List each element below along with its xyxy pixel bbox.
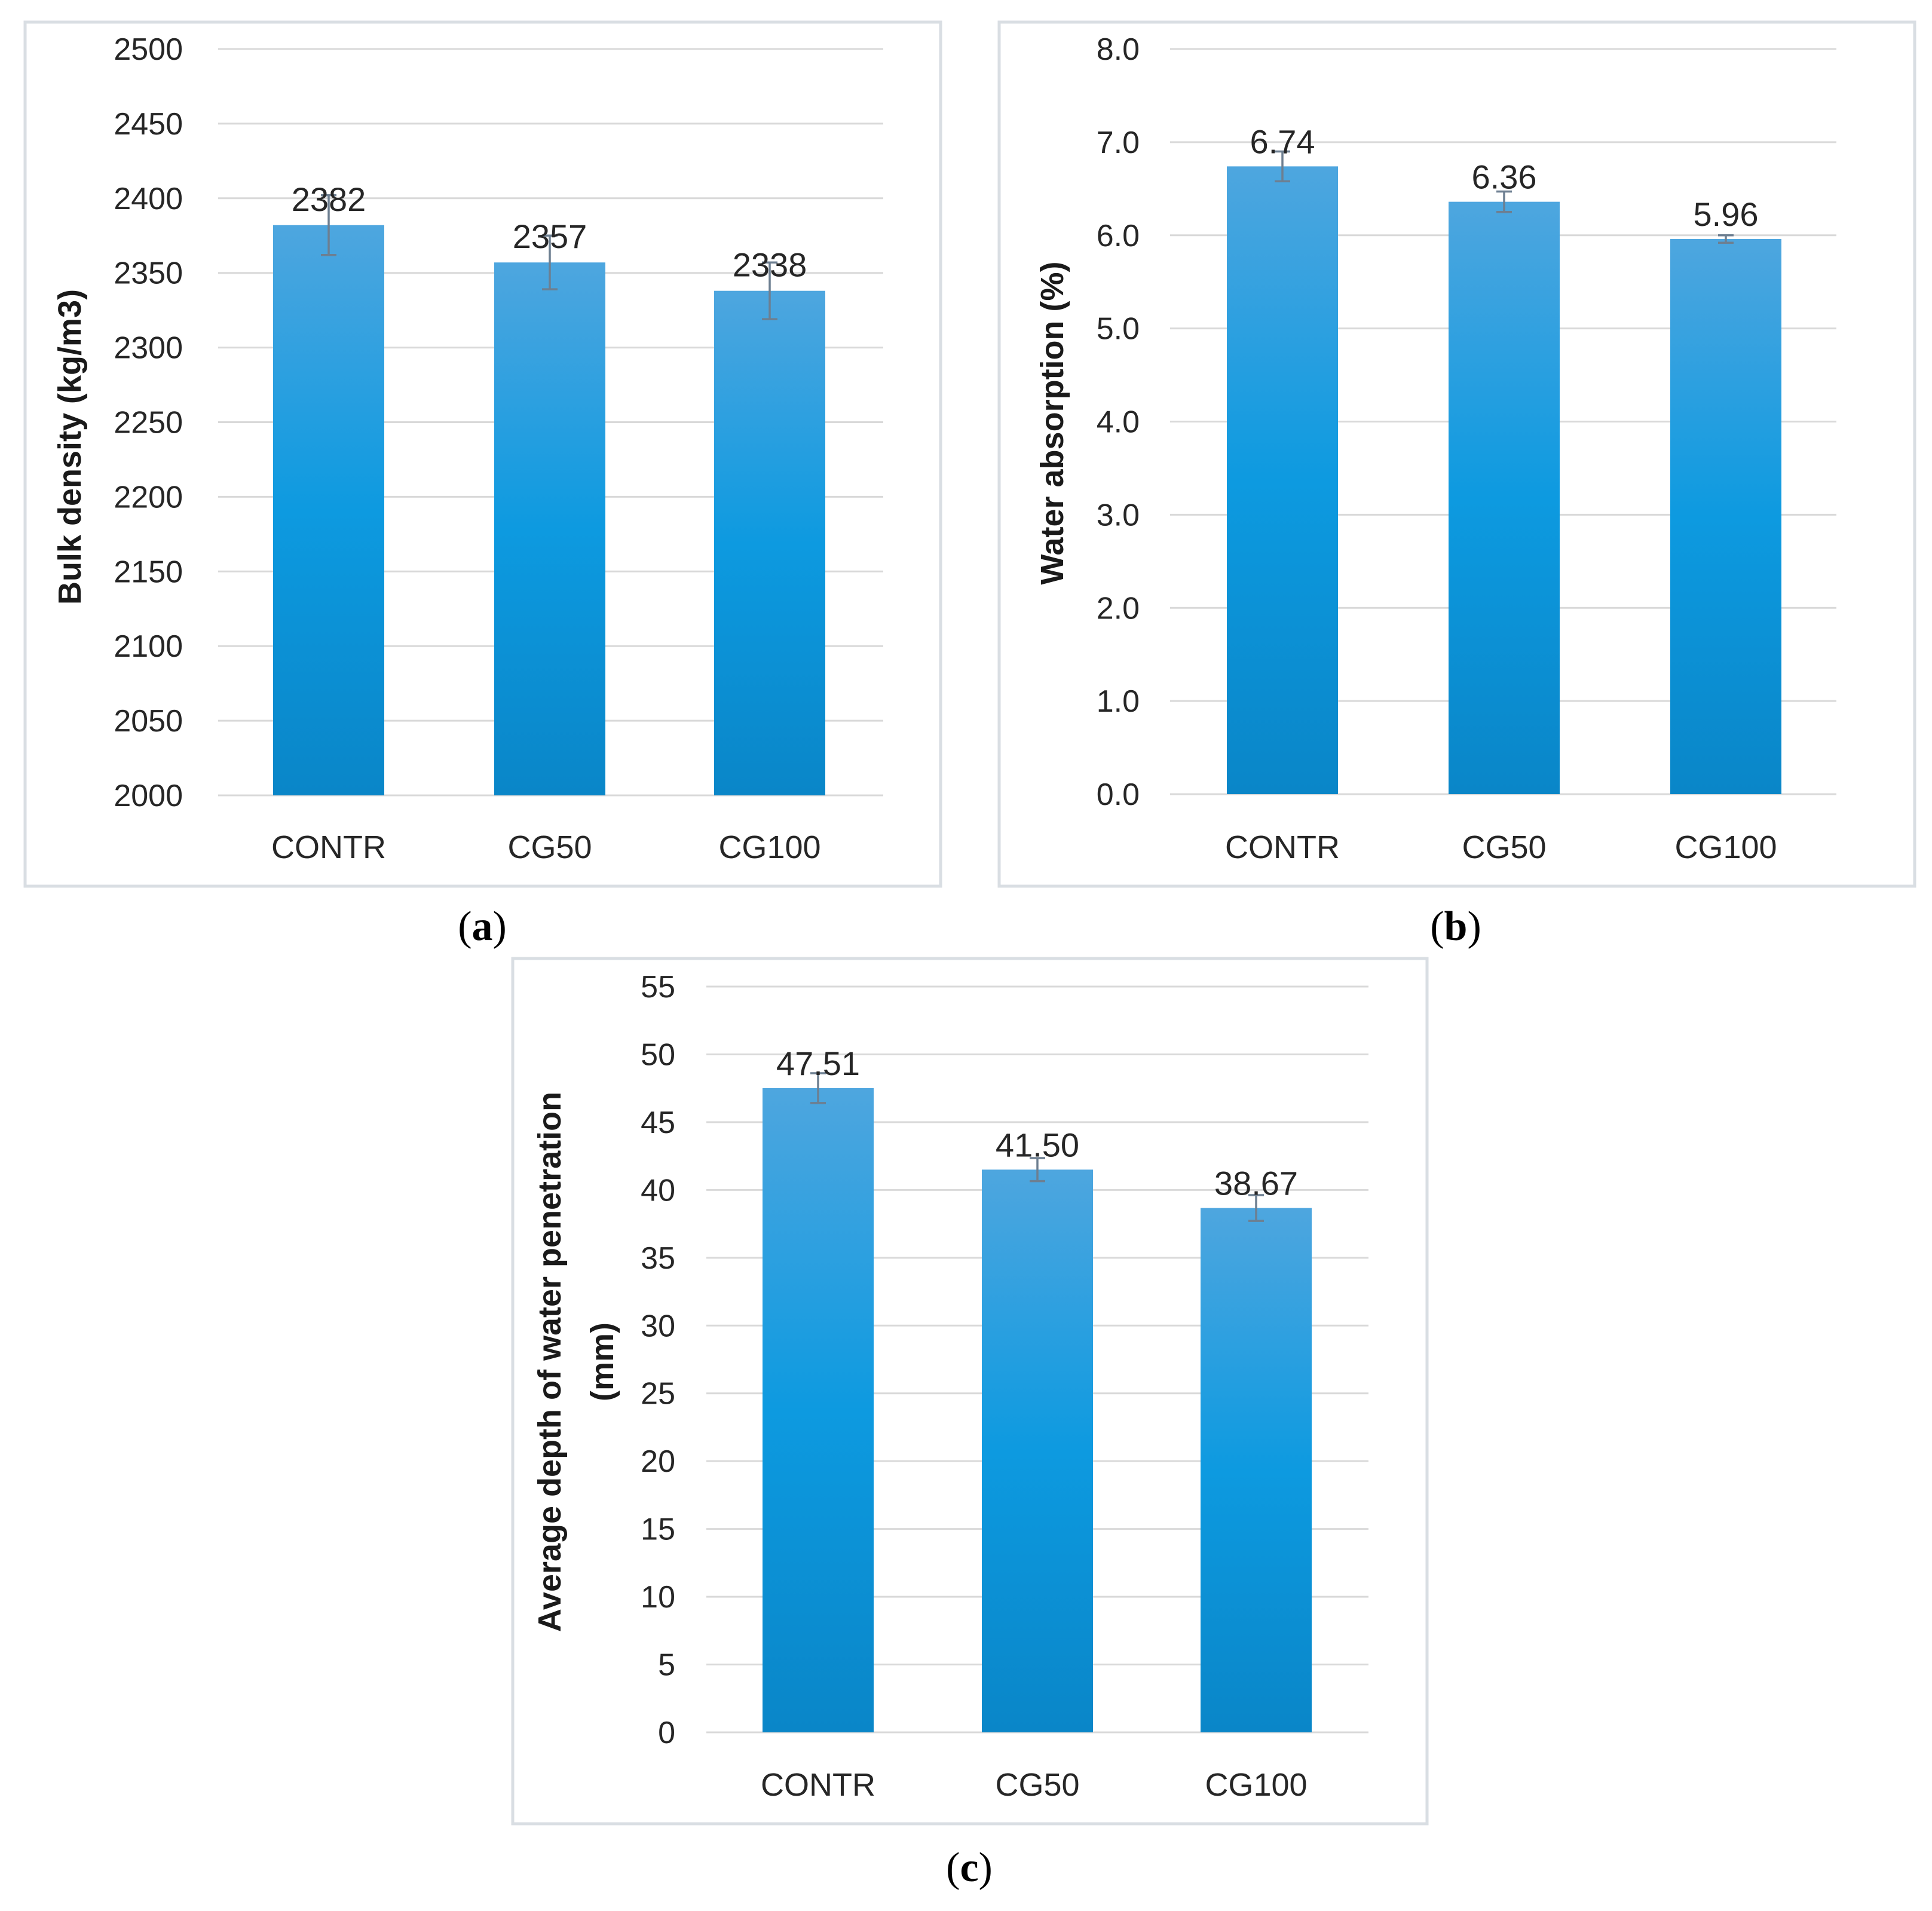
panel-a-bar-cg100 bbox=[714, 290, 825, 795]
panel-c-y-tick-label: 25 bbox=[641, 1377, 675, 1411]
panel-a-y-tick-label: 2200 bbox=[114, 480, 183, 514]
panel-b-error-bar-cg50 bbox=[1496, 190, 1512, 213]
panel-b-value-label: 6.36 bbox=[1472, 158, 1537, 196]
panel-a-y-tick-label: 2350 bbox=[114, 256, 183, 291]
panel-b-y-tick-label: 8.0 bbox=[1097, 32, 1140, 67]
panel-a-y-tick-label: 2050 bbox=[114, 704, 183, 739]
panel-b-error-bar-contr bbox=[1275, 150, 1290, 183]
panel-c-category-label: CG100 bbox=[1205, 1767, 1307, 1803]
panel-c-y-tick-label: 45 bbox=[641, 1105, 675, 1140]
panel-b-bar-cg50 bbox=[1449, 201, 1560, 794]
panel-c-y-tick-label: 15 bbox=[641, 1512, 675, 1547]
panel-c-error-bar-cg100 bbox=[1248, 1194, 1264, 1222]
panel-a-y-tick-label: 2150 bbox=[114, 555, 183, 589]
panel-b-y-axis-title: Water absorption (%) bbox=[1034, 261, 1070, 584]
panel-b-value-label: 5.96 bbox=[1694, 195, 1759, 233]
panel-a-bar-contr bbox=[273, 225, 384, 795]
panel-b-caption: (b) bbox=[1430, 904, 1481, 950]
panel-c-y-tick-label: 40 bbox=[641, 1173, 675, 1208]
panel-c-y-axis-title-line2: (mm) bbox=[584, 1322, 620, 1401]
panel-a-y-tick-label: 2250 bbox=[114, 406, 183, 440]
panel-b-y-tick-label: 4.0 bbox=[1097, 405, 1140, 440]
panel-b-y-tick-label: 5.0 bbox=[1097, 312, 1140, 347]
panel-b-y-tick-label: 7.0 bbox=[1097, 125, 1140, 160]
panel-c-value-label: 41.50 bbox=[996, 1126, 1079, 1163]
panel-a-error-bar-cg50 bbox=[542, 234, 558, 290]
panel-b-y-tick-label: 6.0 bbox=[1097, 219, 1140, 253]
panel-a-bar-cg50 bbox=[494, 262, 605, 795]
panel-a-y-tick-label: 2400 bbox=[114, 182, 183, 216]
panel-b-bar-contr bbox=[1227, 166, 1338, 795]
panel-a-y-tick-label: 2100 bbox=[114, 629, 183, 664]
panel-c-bar-contr bbox=[763, 1088, 874, 1732]
panel-c-category-label: CG50 bbox=[995, 1767, 1079, 1803]
panel-c-error-bar-cg50 bbox=[1030, 1157, 1045, 1183]
panel-b-value-label: 6.74 bbox=[1250, 122, 1315, 160]
panel-a-y-tick-label: 2300 bbox=[114, 331, 183, 366]
panel-c-category-label: CONTR bbox=[761, 1767, 875, 1803]
panel-a-category-label: CG50 bbox=[507, 829, 592, 865]
panel-a-caption-letter: a bbox=[472, 904, 493, 950]
panel-a-category-label: CONTR bbox=[271, 829, 386, 865]
panel-b-y-tick-label: 2.0 bbox=[1097, 591, 1140, 626]
panel-a-error-bar-cg100 bbox=[762, 261, 777, 320]
panel-c-y-tick-label: 20 bbox=[641, 1444, 675, 1479]
panel-c-y-tick-label: 35 bbox=[641, 1241, 675, 1276]
panel-a-value-label: 2382 bbox=[292, 180, 366, 218]
panel-a-value-label: 2357 bbox=[513, 218, 587, 255]
panel-a-category-label: CG100 bbox=[718, 829, 820, 865]
chart-panel-c: 0 5 10 15 20 25 30 35 40 45 50 55 CONTR CG50 CG100 47… bbox=[511, 957, 1429, 1826]
panel-c-y-tick-label: 55 bbox=[641, 970, 675, 1004]
panel-c-caption: (c) bbox=[946, 1845, 993, 1891]
panel-a-value-label: 2338 bbox=[733, 246, 807, 284]
panel-b-error-bar-cg100 bbox=[1718, 234, 1734, 244]
panel-c-y-tick-label: 10 bbox=[641, 1580, 675, 1615]
panel-a-y-tick-label: 2450 bbox=[114, 107, 183, 142]
chart-panel-a: 2000 2050 2100 2150 2200 2250 2300 2350 2400 2450… bbox=[23, 20, 942, 888]
panel-a-y-tick-label: 2000 bbox=[114, 779, 183, 813]
panel-b-category-label: CG50 bbox=[1462, 829, 1546, 865]
panel-a-error-bar-contr bbox=[321, 194, 336, 256]
panel-c-y-tick-label: 0 bbox=[658, 1716, 675, 1750]
panel-a-y-axis-title: Bulk density (kg/m3) bbox=[52, 289, 88, 605]
panel-b-category-label: CONTR bbox=[1225, 829, 1340, 865]
panel-b-category-label: CG100 bbox=[1674, 829, 1777, 865]
panel-b-y-tick-label: 1.0 bbox=[1097, 684, 1140, 719]
panel-c-bar-cg50 bbox=[982, 1169, 1093, 1732]
panel-c-y-axis-title-line1: Average depth of water penetration bbox=[532, 1092, 568, 1632]
panel-a-caption: (a) bbox=[458, 904, 507, 950]
panel-b-y-tick-label: 3.0 bbox=[1097, 498, 1140, 532]
panel-b-y-tick-label: 0.0 bbox=[1097, 777, 1140, 812]
panel-b-bar-cg100 bbox=[1670, 238, 1781, 794]
chart-panel-b: 0.0 1.0 2.0 3.0 4.0 5.0 6.0 7.0 8.0 CONTR CG50 CG1… bbox=[997, 20, 1916, 888]
panel-c-error-bar-contr bbox=[810, 1072, 826, 1104]
panel-c-bar-cg100 bbox=[1201, 1208, 1312, 1732]
panel-c-value-label: 47.51 bbox=[776, 1045, 860, 1082]
panel-c-caption-letter: c bbox=[960, 1845, 978, 1891]
panel-b-caption-letter: b bbox=[1444, 904, 1468, 950]
panel-c-y-tick-label: 5 bbox=[658, 1648, 675, 1683]
panel-c-y-tick-label: 50 bbox=[641, 1037, 675, 1072]
panel-a-y-tick-label: 2500 bbox=[114, 32, 183, 67]
panel-c-y-tick-label: 30 bbox=[641, 1309, 675, 1343]
panel-c-value-label: 38.67 bbox=[1214, 1165, 1298, 1202]
